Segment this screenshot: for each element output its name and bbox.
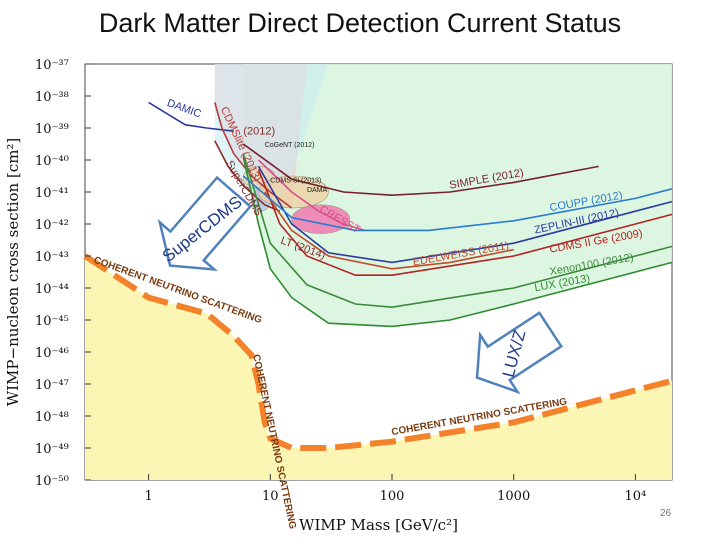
y-tick-label: 10⁻⁴² [35,218,69,233]
y-tick-label: 10⁻⁴⁸ [35,410,69,425]
y-tick-label: 10⁻⁴⁹ [35,442,69,457]
limit-curve-9 [257,166,673,264]
y-tick-label: 10⁻⁴⁵ [35,314,69,329]
y-tick-label: 10⁻⁴¹ [35,186,69,201]
limit-curve-2 [214,102,293,209]
limit-curve-7 [257,169,673,276]
supercdms-region-fill [214,64,329,212]
supercdms-projection-arrow-shape [157,175,253,272]
neutrino-floor-fill [85,256,672,480]
curve-label-7: DAMA [307,187,328,194]
x-tick-label: 1000 [497,489,530,504]
x-tick-label: 10 [262,489,279,504]
x-tick-label: 1 [144,489,152,504]
limit-curve-5 [242,156,673,328]
luxz-projection-arrow-shape [475,311,564,395]
limit-curve-3 [214,140,281,212]
limit-curve-1 [148,101,234,132]
limit-curve-10 [242,175,673,232]
curve-label-3: (2012) [243,125,275,137]
limit-curve-11 [242,143,599,197]
y-tick-label: 10⁻³⁸ [35,90,69,105]
y-tick-label: 10⁻³⁷ [35,58,69,73]
curve-label-5: CoGeNT (2012) [265,142,315,149]
x-tick-label: 10⁴ [624,489,646,504]
limit-curve-4 [257,159,366,232]
x-tick-label: 100 [380,489,405,504]
y-tick-label: 10⁻⁴⁷ [35,378,69,393]
y-tick-label: 10⁻⁴⁴ [35,282,69,297]
page-number: 26 [660,508,672,519]
y-tick-label: 10⁻⁴⁰ [35,154,69,169]
limit-curve-6 [242,153,673,309]
curve-label-6: CDMS Si (2013) [270,177,321,184]
y-tick-label: 10⁻⁵⁰ [35,474,69,489]
y-tick-label: 10⁻³⁹ [35,122,69,137]
neutrino-floor-curve [83,253,673,451]
luxz-projection-arrow [475,311,564,395]
limit-curve-8 [264,191,514,270]
slide-title: Dark Matter Direct Detection Current Sta… [98,8,622,38]
y-tick-label: 10⁻⁴³ [35,250,69,265]
y-axis-label: WIMP−nucleon cross section [cm²] [4,138,22,407]
supercdms-projection-arrow [157,175,253,272]
x-axis-label: WIMP Mass [GeV/c²] [299,516,458,534]
y-tick-label: 10⁻⁴⁶ [35,346,69,361]
